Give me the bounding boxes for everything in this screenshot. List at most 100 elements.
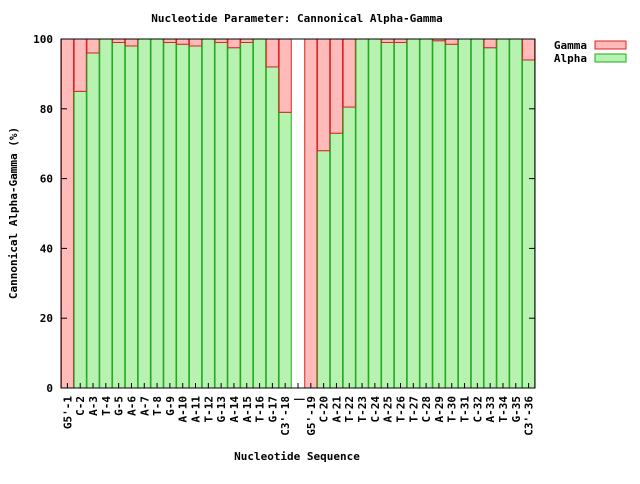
x-tick-label-35: G-35 — [510, 396, 523, 423]
x-axis-label: Nucleotide Sequence — [234, 450, 360, 463]
bar-alpha-23 — [355, 38, 369, 389]
bar-alpha-13 — [227, 47, 241, 389]
bar-gamma-5 — [124, 38, 139, 47]
bar-alpha-22 — [342, 106, 356, 389]
x-tick-label-32: C-32 — [471, 396, 484, 423]
bar-gamma-2 — [86, 38, 100, 54]
bar-alpha-12 — [214, 41, 228, 389]
x-tick-label-22: T-22 — [343, 396, 356, 423]
x-tick-label-36: C3'-36 — [523, 396, 536, 436]
bar-alpha-10 — [188, 45, 203, 389]
chart-title: Nucleotide Parameter: Cannonical Alpha-G… — [151, 12, 442, 25]
x-tick-label-16: G-17 — [266, 396, 279, 423]
bar-gamma-16 — [265, 38, 279, 68]
bar-gamma-10 — [188, 38, 203, 47]
x-tick-label-33: A-33 — [484, 396, 497, 423]
bar-alpha-4 — [112, 41, 126, 389]
bar-gamma-26 — [393, 38, 408, 43]
bar-alpha-7 — [150, 38, 164, 389]
x-tick-label-21: A-21 — [330, 396, 343, 423]
x-tick-label-10: A-11 — [190, 396, 203, 423]
x-tick-label-4: G-5 — [113, 396, 126, 416]
x-tick-label-17: C3'-18 — [279, 396, 292, 436]
x-tick-label-25: A-25 — [382, 396, 395, 423]
x-tick-label-3: T-4 — [100, 396, 113, 416]
x-tick-label-19: G5'-19 — [305, 396, 318, 436]
bar-gamma-13 — [227, 38, 241, 49]
bar-alpha-31 — [457, 38, 472, 389]
bar-alpha-16 — [265, 66, 279, 389]
x-tick-label-29: A-29 — [433, 396, 446, 423]
y-tick-label-4: 80 — [40, 103, 53, 116]
bar-gamma-17 — [278, 38, 292, 113]
x-tick-label-26: T-26 — [394, 396, 407, 423]
x-tick-label-6: A-7 — [138, 396, 151, 416]
x-tick-label-24: C-24 — [369, 396, 382, 423]
x-tick-label-11: T-12 — [202, 396, 215, 423]
bar-alpha-33 — [483, 47, 497, 389]
x-tick-label-31: T-31 — [459, 396, 472, 423]
x-tick-label-23: T-23 — [356, 396, 369, 423]
x-tick-label-27: T-27 — [407, 396, 420, 423]
bar-gamma-30 — [445, 38, 459, 45]
x-tick-label-7: T-8 — [151, 396, 164, 416]
bar-alpha-21 — [329, 132, 344, 389]
bar-alpha-15 — [252, 38, 267, 389]
bar-gamma-33 — [483, 38, 497, 49]
bar-alpha-27 — [406, 38, 420, 389]
bar-alpha-29 — [432, 40, 446, 389]
y-tick-label-5: 100 — [33, 33, 53, 46]
bar-alpha-28 — [419, 38, 433, 389]
bar-gamma-21 — [329, 38, 344, 134]
x-tick-label-30: T-30 — [446, 396, 459, 423]
bar-gamma-36 — [522, 38, 536, 61]
x-tick-label-9: A-10 — [177, 396, 190, 423]
bar-alpha-11 — [201, 38, 215, 389]
x-tick-label-12: G-13 — [215, 396, 228, 423]
bar-alpha-34 — [496, 38, 510, 389]
bar-gamma-0 — [60, 38, 74, 389]
bar-alpha-6 — [137, 38, 151, 389]
bar-gamma-20 — [317, 38, 331, 152]
x-tick-label-13: A-14 — [228, 396, 241, 423]
legend-label-gamma: Gamma — [554, 39, 587, 52]
bar-alpha-2 — [86, 52, 100, 389]
bar-alpha-32 — [470, 38, 484, 389]
bar-gamma-4 — [112, 38, 126, 43]
x-tick-label-0: G5'-1 — [61, 396, 74, 429]
legend-label-alpha: Alpha — [554, 52, 587, 65]
x-tick-label-1: C-2 — [74, 396, 87, 416]
bar-alpha-30 — [445, 43, 459, 389]
legend-swatch-alpha — [594, 53, 627, 63]
bar-gamma-1 — [73, 38, 87, 92]
bar-gamma-25 — [381, 38, 395, 43]
x-tick-label-18: | — [292, 396, 305, 403]
x-tick-label-28: C-28 — [420, 396, 433, 423]
y-tick-label-2: 40 — [40, 242, 53, 255]
x-tick-label-8: G-9 — [164, 396, 177, 416]
bar-gamma-9 — [176, 38, 190, 45]
bar-gamma-14 — [240, 38, 254, 43]
bar-alpha-17 — [278, 111, 292, 389]
x-tick-label-2: A-3 — [87, 396, 100, 416]
y-axis-label: Cannonical Alpha-Gamma (%) — [7, 127, 20, 299]
x-tick-label-15: T-16 — [254, 396, 267, 423]
y-tick-label-0: 0 — [46, 382, 53, 395]
bar-alpha-24 — [368, 38, 382, 389]
bar-gamma-8 — [163, 38, 177, 43]
bar-gamma-12 — [214, 38, 228, 43]
x-tick-label-20: C-20 — [318, 396, 331, 423]
bar-gamma-19 — [304, 38, 318, 389]
bar-alpha-25 — [381, 41, 395, 389]
x-tick-label-14: A-15 — [241, 396, 254, 423]
bar-gamma-22 — [342, 38, 356, 108]
bar-alpha-5 — [124, 45, 139, 389]
y-tick-label-1: 20 — [40, 312, 53, 325]
bar-alpha-14 — [240, 41, 254, 389]
bar-alpha-35 — [509, 38, 523, 389]
y-tick-label-3: 60 — [40, 173, 53, 186]
